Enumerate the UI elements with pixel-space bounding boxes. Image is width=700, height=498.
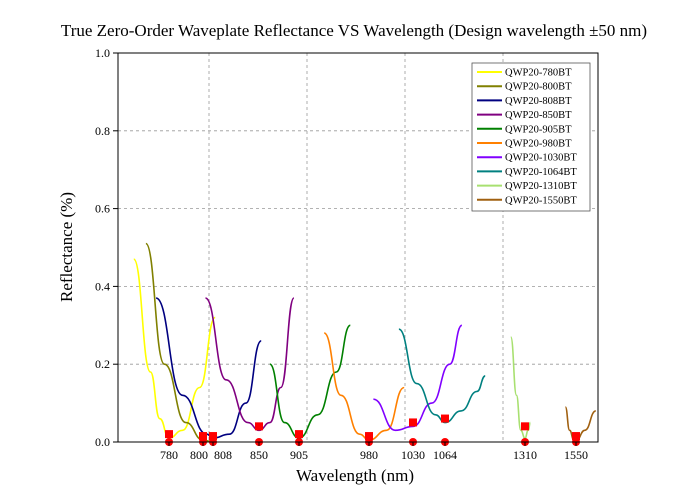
y-tick-label: 0.2 [95,357,110,371]
series-line-QWP20-905BT [269,324,352,439]
legend-label: QWP20-1030BT [505,153,577,164]
legend-label: QWP20-1064BT [505,167,577,178]
min-marker-QWP20-800BT [199,432,207,441]
legend-label: QWP20-850BT [505,110,572,121]
x-axis-label: Wavelength (nm) [296,466,414,485]
y-tick-label: 0.0 [95,435,110,449]
min-marker-QWP20-808BT [209,432,217,441]
series-line-QWP20-800BT [145,242,214,443]
min-marker-QWP20-1030BT [409,418,417,427]
y-tick-label: 1.0 [95,46,110,60]
y-tick-label: 0.8 [95,124,110,138]
x-tick-label: 905 [290,448,308,462]
markers [165,414,580,446]
x-tick-label: 1550 [564,448,588,462]
y-tick-label: 0.4 [95,279,110,293]
legend-label: QWP20-1310BT [505,181,577,192]
x-tick-label: 800 [190,448,208,462]
series-line-QWP20-980BT [323,332,405,441]
x-axis: 780 800 808 850 905 980 1030 1064 1310 1550 [160,442,588,462]
min-marker-QWP20-780BT [165,430,173,439]
x-tick-label: 780 [160,448,178,462]
min-marker-QWP20-1310BT [521,422,529,431]
series-line-QWP20-1550BT [564,406,597,442]
x-tick-label: 808 [214,448,232,462]
y-tick-label: 0.6 [95,202,110,216]
min-marker-QWP20-1550BT [572,432,580,441]
x-tick-label: 980 [360,448,378,462]
legend-label: QWP20-905BT [505,124,572,135]
min-marker-QWP20-980BT [365,432,373,441]
x-tick-label: 1064 [433,448,457,462]
plot-frame [117,52,599,443]
min-marker-QWP20-905BT [295,430,303,439]
x-tick-label: 850 [250,448,268,462]
legend-label: QWP20-980BT [505,139,572,150]
series-line-QWP20-1064BT [398,328,486,424]
x-tick-label: 1030 [401,448,425,462]
grid [118,53,598,442]
y-axis-label: Reflectance (%) [57,192,76,302]
x-tick-label: 1310 [513,448,537,462]
legend-label: QWP20-808BT [505,96,572,107]
legend: QWP20-780BT QWP20-800BT QWP20-808BT QWP20-8… [471,62,591,212]
legend-label: QWP20-1550BT [505,195,577,206]
legend-label: QWP20-800BT [505,82,572,93]
curves [133,242,597,443]
min-marker-QWP20-850BT [255,422,263,431]
legend-label: QWP20-780BT [505,68,572,79]
series-line-QWP20-1030BT [373,324,463,432]
y-axis: 0.0 0.2 0.4 0.6 0.8 1.0 [95,46,118,449]
min-marker-QWP20-1064BT [441,414,449,423]
chart-title: True Zero-Order Waveplate Reflectance VS… [61,21,647,40]
